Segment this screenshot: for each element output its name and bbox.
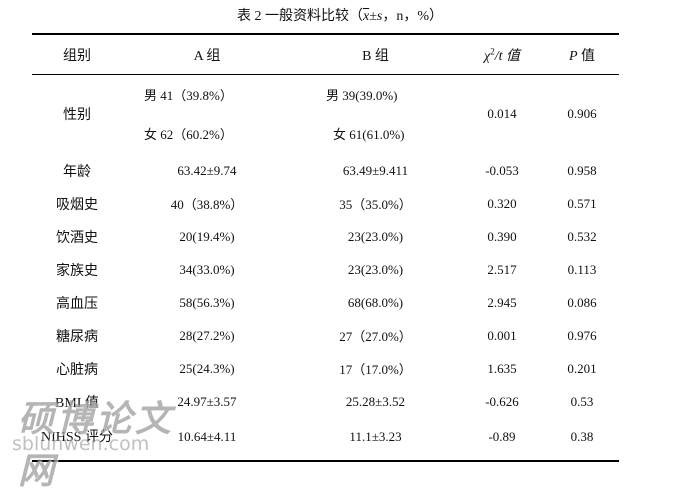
cell-p-value: 0.906 bbox=[567, 106, 597, 121]
header-group: 组别 bbox=[63, 48, 91, 64]
cell-group-a: 63.42±9.74 bbox=[177, 162, 237, 178]
cell-statistic: 2.945 bbox=[487, 294, 517, 310]
cell-statistic: 0.001 bbox=[487, 327, 517, 343]
cell-statistic: -0.89 bbox=[488, 429, 516, 444]
cell-group-b: 63.49±9.411 bbox=[342, 162, 409, 178]
header-p-value: P 值 bbox=[545, 35, 619, 74]
header-rule bbox=[32, 74, 619, 76]
cell-p-value: 0.958 bbox=[567, 162, 597, 178]
cell-group-b: 68(68.0%) bbox=[347, 294, 404, 310]
header-statistic: χ2/t 值 bbox=[484, 45, 520, 64]
cell-statistic: -0.053 bbox=[485, 162, 519, 178]
cell-statistic: 0.320 bbox=[487, 195, 517, 211]
cell-p-value: 0.113 bbox=[567, 261, 597, 277]
table-row: 年龄 63.42±9.74 63.49±9.411 -0.053 0.958 bbox=[32, 154, 619, 187]
caption-mean-symbol: x bbox=[362, 9, 370, 24]
caption-prefix: 表 2 一般资料比较（ bbox=[236, 9, 363, 24]
cell-group-b: 11.1±3.23 bbox=[349, 429, 402, 444]
header-row: 组别 A 组 B 组 χ2/t 值 P 值 bbox=[32, 35, 619, 74]
chi-rest: /t 值 bbox=[494, 48, 520, 64]
cell-group-a: 58(56.3%) bbox=[179, 294, 235, 310]
caption-sd-symbol: ±s bbox=[369, 9, 383, 24]
cell-a-male: 男 41（39.8%） bbox=[144, 88, 233, 103]
row-label: BMI 值 bbox=[55, 395, 99, 411]
cell-group-a: 24.97±3.57 bbox=[177, 393, 237, 409]
row-label: 饮酒史 bbox=[56, 230, 98, 246]
row-label: 性别 bbox=[63, 108, 91, 123]
cell-group-a: 40（38.8%） bbox=[170, 197, 244, 212]
cell-p-value: 0.086 bbox=[567, 294, 597, 310]
cell-p-value: 0.201 bbox=[567, 360, 597, 376]
cell-group-a: 20(19.4%) bbox=[179, 228, 235, 244]
cell-group-b: 35（35.0%） bbox=[339, 197, 412, 212]
cell-group-a: 28(27.2%) bbox=[179, 327, 235, 343]
top-rule bbox=[32, 33, 619, 35]
cell-a-female: 女 62（60.2%） bbox=[144, 127, 233, 142]
header-group-b: B 组 bbox=[362, 48, 389, 64]
cell-statistic: 2.517 bbox=[487, 261, 517, 277]
cell-statistic: -0.626 bbox=[485, 393, 519, 409]
comparison-table: 组别 A 组 B 组 χ2/t 值 P 值 性别 男 41（39.8%） 女 6… bbox=[32, 35, 619, 456]
cell-group-b: 23(23.0%) bbox=[347, 261, 404, 277]
cell-b-male: 男 39(39.0%) bbox=[326, 88, 398, 103]
cell-b-female: 女 61(61.0%) bbox=[333, 127, 405, 142]
chi-symbol: χ bbox=[484, 48, 491, 64]
table-row-sex: 性别 男 41（39.8%） 女 62（60.2%） 男 39(39.0%) 女… bbox=[32, 74, 619, 154]
cell-group-a: 男 41（39.8%） 女 62（60.2%） bbox=[122, 74, 292, 154]
table-row: 饮酒史 20(19.4%) 23(23.0%) 0.390 0.532 bbox=[32, 220, 619, 253]
cell-group-b: 25.28±3.52 bbox=[345, 393, 406, 409]
header-group-a: A 组 bbox=[193, 48, 221, 64]
row-label: 年龄 bbox=[63, 164, 91, 180]
cell-group-b: 17（17.0%） bbox=[339, 362, 412, 377]
cell-p-value: 0.38 bbox=[570, 429, 594, 444]
table-row: NIHSS 评分 10.64±4.11 11.1±3.23 -0.89 0.38 bbox=[32, 418, 619, 456]
cell-p-value: 0.53 bbox=[570, 393, 594, 409]
row-label: 糖尿病 bbox=[56, 329, 98, 345]
cell-statistic: 0.390 bbox=[487, 228, 517, 244]
table-row: 心脏病 25(24.3%) 17（17.0%） 1.635 0.201 bbox=[32, 352, 619, 385]
table-row: 家族史 34(33.0%) 23(23.0%) 2.517 0.113 bbox=[32, 253, 619, 286]
row-label: 心脏病 bbox=[56, 362, 98, 378]
cell-group-b: 男 39(39.0%) 女 61(61.0%) bbox=[292, 74, 459, 154]
p-symbol: P bbox=[568, 48, 578, 64]
table-caption: 表 2 一般资料比较（x±s，n，%） bbox=[0, 8, 680, 26]
table-row: 吸烟史 40（38.8%） 35（35.0%） 0.320 0.571 bbox=[32, 187, 619, 220]
row-label: 高血压 bbox=[56, 296, 98, 312]
bottom-rule bbox=[32, 460, 619, 462]
cell-group-b: 27（27.0%） bbox=[339, 329, 412, 344]
p-rest: 值 bbox=[577, 48, 596, 64]
cell-statistic: 0.014 bbox=[487, 106, 517, 121]
table-row: 糖尿病 28(27.2%) 27（27.0%） 0.001 0.976 bbox=[32, 319, 619, 352]
cell-p-value: 0.532 bbox=[567, 228, 597, 244]
cell-group-a: 25(24.3%) bbox=[179, 360, 235, 376]
row-label: NIHSS 评分 bbox=[41, 429, 113, 445]
table-row: BMI 值 24.97±3.57 25.28±3.52 -0.626 0.53 bbox=[32, 385, 619, 418]
cell-group-a: 34(33.0%) bbox=[179, 261, 235, 277]
cell-p-value: 0.976 bbox=[567, 327, 597, 343]
row-label: 家族史 bbox=[56, 263, 98, 279]
row-label: 吸烟史 bbox=[56, 197, 98, 213]
cell-statistic: 1.635 bbox=[487, 360, 517, 376]
cell-p-value: 0.571 bbox=[567, 195, 597, 211]
cell-group-b: 23(23.0%) bbox=[347, 228, 404, 244]
cell-group-a: 10.64±4.11 bbox=[177, 429, 237, 444]
table-row: 高血压 58(56.3%) 68(68.0%) 2.945 0.086 bbox=[32, 286, 619, 319]
caption-suffix: ，n，%） bbox=[382, 9, 444, 24]
